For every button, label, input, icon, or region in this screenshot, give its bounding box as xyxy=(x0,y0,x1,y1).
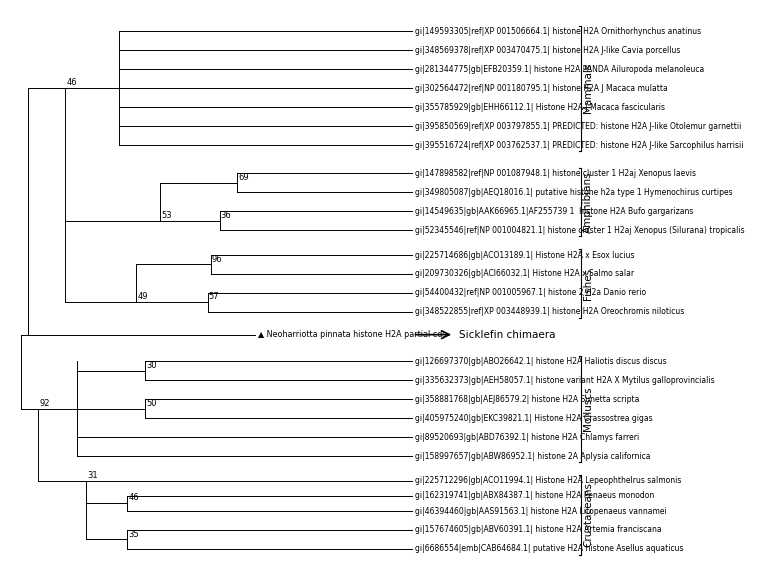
Text: gi|126697370|gb|ABO26642.1| histone H2A Haliotis discus discus: gi|126697370|gb|ABO26642.1| histone H2A … xyxy=(416,357,667,366)
Text: 46: 46 xyxy=(66,78,77,87)
Text: gi|348569378|ref|XP 003470475.1| histone H2A J-like Cavia porcellus: gi|348569378|ref|XP 003470475.1| histone… xyxy=(416,46,681,55)
Text: gi|225712296|gb|ACO11994.1| Histone H2A Lepeophthelrus salmonis: gi|225712296|gb|ACO11994.1| Histone H2A … xyxy=(416,476,682,485)
Text: gi|157674605|gb|ABV60391.1| histone H2A Artemia franciscana: gi|157674605|gb|ABV60391.1| histone H2A … xyxy=(416,525,662,534)
Text: Sicklefin chimaera: Sicklefin chimaera xyxy=(459,329,555,340)
Text: gi|395850569|ref|XP 003797855.1| PREDICTED: histone H2A J-like Otolemur garnetti: gi|395850569|ref|XP 003797855.1| PREDICT… xyxy=(416,121,742,131)
Text: 46: 46 xyxy=(129,493,140,502)
Text: 96: 96 xyxy=(212,255,222,263)
Text: 31: 31 xyxy=(87,471,97,480)
Text: gi|405975240|gb|EKC39821.1| Histone H2A Crassostrea gigas: gi|405975240|gb|EKC39821.1| Histone H2A … xyxy=(416,414,653,423)
Text: gi|6686554|emb|CAB64684.1| putative H2A histone Asellus aquaticus: gi|6686554|emb|CAB64684.1| putative H2A … xyxy=(416,545,684,554)
Text: Mammals: Mammals xyxy=(583,63,593,114)
Text: 53: 53 xyxy=(161,211,172,220)
Text: 30: 30 xyxy=(146,360,157,370)
Text: gi|349805087|gb|AEQ18016.1| putative histone h2a type 1 Hymenochirus curtipes: gi|349805087|gb|AEQ18016.1| putative his… xyxy=(416,188,733,197)
Text: gi|46394460|gb|AAS91563.1| histone H2A Litopenaeus vannamei: gi|46394460|gb|AAS91563.1| histone H2A L… xyxy=(416,506,667,515)
Text: 36: 36 xyxy=(221,211,232,220)
Text: gi|335632373|gb|AEH58057.1| histone variant H2A X Mytilus galloprovincialis: gi|335632373|gb|AEH58057.1| histone vari… xyxy=(416,376,715,385)
Text: gi|348522855|ref|XP 003448939.1| histone H2A Oreochromis niloticus: gi|348522855|ref|XP 003448939.1| histone… xyxy=(416,307,685,316)
Text: 57: 57 xyxy=(209,293,219,302)
Text: gi|355785929|gb|EHH66112.1| Histone H2A J Macaca fascicularis: gi|355785929|gb|EHH66112.1| Histone H2A … xyxy=(416,103,666,111)
Text: 92: 92 xyxy=(40,399,50,408)
Text: 50: 50 xyxy=(146,399,157,408)
Text: gi|52345546|ref|NP 001004821.1| histone cluster 1 H2aj Xenopus (Silurana) tropic: gi|52345546|ref|NP 001004821.1| histone … xyxy=(416,226,745,235)
Text: gi|358881768|gb|AEJ86579.2| histone H2A Sunetta scripta: gi|358881768|gb|AEJ86579.2| histone H2A … xyxy=(416,394,640,403)
Text: gi|395516724|ref|XP 003762537.1| PREDICTED: histone H2A J-like Sarcophilus harri: gi|395516724|ref|XP 003762537.1| PREDICT… xyxy=(416,141,744,150)
Text: gi|162319741|gb|ABX84387.1| histone H2A Penaeus monodon: gi|162319741|gb|ABX84387.1| histone H2A … xyxy=(416,492,655,501)
Text: Amphibians: Amphibians xyxy=(583,171,593,233)
Text: 49: 49 xyxy=(137,293,148,302)
Text: gi|209730326|gb|ACI66032.1| Histone H2A x Salmo salar: gi|209730326|gb|ACI66032.1| Histone H2A … xyxy=(416,270,634,279)
Text: gi|225714686|gb|ACO13189.1| Histone H2A x Esox lucius: gi|225714686|gb|ACO13189.1| Histone H2A … xyxy=(416,250,635,259)
Text: Molluscs: Molluscs xyxy=(583,386,593,431)
Text: gi|302564472|ref|NP 001180795.1| histone H2A J Macaca mulatta: gi|302564472|ref|NP 001180795.1| histone… xyxy=(416,84,668,93)
Text: Fishes: Fishes xyxy=(583,267,593,299)
Text: 35: 35 xyxy=(129,529,140,538)
Text: gi|14549635|gb|AAK66965.1|AF255739 1  histone H2A Bufo gargarizans: gi|14549635|gb|AAK66965.1|AF255739 1 his… xyxy=(416,207,694,216)
Text: gi|281344775|gb|EFB20359.1| histone H2A PANDA Ailuropoda melanoleuca: gi|281344775|gb|EFB20359.1| histone H2A … xyxy=(416,64,705,73)
Text: gi|54400432|ref|NP 001005967.1| histone 2 H2a Danio rerio: gi|54400432|ref|NP 001005967.1| histone … xyxy=(416,288,647,297)
Text: Crustaceans: Crustaceans xyxy=(583,483,593,547)
Text: gi|147898582|ref|NP 001087948.1| histone cluster 1 H2aj Xenopus laevis: gi|147898582|ref|NP 001087948.1| histone… xyxy=(416,169,696,178)
Text: gi|158997657|gb|ABW86952.1| histone 2A Aplysia californica: gi|158997657|gb|ABW86952.1| histone 2A A… xyxy=(416,451,651,460)
Text: ▲ Neoharriotta pinnata histone H2A partial cds: ▲ Neoharriotta pinnata histone H2A parti… xyxy=(258,330,446,339)
Text: 69: 69 xyxy=(239,173,249,182)
Text: gi|89520693|gb|ABD76392.1| histone H2A Chlamys farreri: gi|89520693|gb|ABD76392.1| histone H2A C… xyxy=(416,433,640,442)
Text: gi|149593305|ref|XP 001506664.1| histone H2A Ornithorhynchus anatinus: gi|149593305|ref|XP 001506664.1| histone… xyxy=(416,27,702,36)
